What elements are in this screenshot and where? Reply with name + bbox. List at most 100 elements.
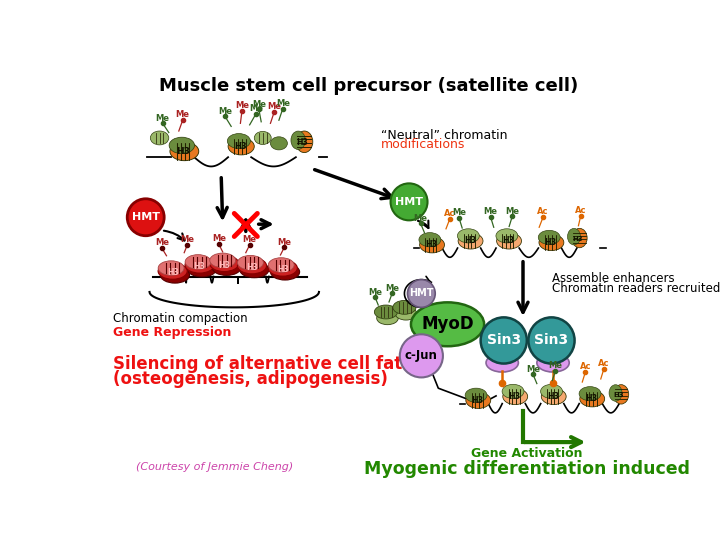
Text: Me: Me — [156, 113, 170, 123]
Text: Me: Me — [243, 235, 256, 244]
Ellipse shape — [296, 131, 312, 153]
Text: Ac: Ac — [537, 207, 549, 217]
Text: Me: Me — [252, 100, 266, 109]
Text: H3: H3 — [613, 392, 624, 398]
Ellipse shape — [187, 261, 217, 277]
Text: (osteogenesis, adipogenesis): (osteogenesis, adipogenesis) — [113, 370, 388, 388]
Text: H3: H3 — [547, 392, 559, 401]
Text: H3: H3 — [464, 237, 476, 246]
Text: H3: H3 — [472, 396, 484, 405]
Ellipse shape — [228, 133, 251, 148]
Ellipse shape — [420, 237, 444, 253]
Ellipse shape — [212, 259, 241, 275]
Text: HMT: HMT — [395, 197, 423, 207]
Text: HMT: HMT — [409, 288, 433, 299]
Text: H3: H3 — [176, 147, 191, 156]
Ellipse shape — [169, 137, 194, 153]
Ellipse shape — [457, 229, 480, 243]
Text: Me: Me — [155, 238, 169, 247]
Text: Assemble enhancers: Assemble enhancers — [552, 272, 675, 285]
Ellipse shape — [150, 131, 168, 145]
Ellipse shape — [238, 255, 264, 270]
Text: Ac: Ac — [580, 362, 591, 372]
Ellipse shape — [613, 384, 629, 404]
Ellipse shape — [271, 137, 287, 150]
Circle shape — [408, 280, 435, 307]
Text: Myogenic differentiation induced: Myogenic differentiation induced — [364, 460, 690, 478]
Text: Me: Me — [484, 207, 498, 217]
Ellipse shape — [254, 131, 271, 145]
Text: c-Jun: c-Jun — [405, 349, 438, 362]
Circle shape — [528, 318, 575, 363]
Text: H3: H3 — [296, 138, 308, 147]
Ellipse shape — [185, 255, 211, 269]
Text: Gene Repression: Gene Repression — [113, 326, 232, 339]
Text: H3: H3 — [277, 265, 289, 274]
Text: Me: Me — [218, 106, 232, 116]
Ellipse shape — [238, 258, 266, 274]
Text: Chromatin compaction: Chromatin compaction — [113, 313, 248, 326]
Text: H3: H3 — [246, 263, 258, 272]
Ellipse shape — [158, 261, 184, 275]
Text: Me: Me — [505, 207, 519, 215]
Ellipse shape — [170, 142, 199, 161]
Text: Me: Me — [368, 288, 382, 296]
Text: H3: H3 — [167, 268, 179, 277]
Text: Ac: Ac — [444, 209, 456, 218]
Text: Me: Me — [235, 101, 249, 110]
Text: H3: H3 — [234, 142, 247, 151]
Text: Me: Me — [249, 104, 263, 113]
Text: H3: H3 — [194, 262, 205, 271]
Ellipse shape — [377, 312, 398, 325]
Ellipse shape — [486, 354, 518, 372]
Ellipse shape — [271, 264, 300, 280]
Circle shape — [481, 318, 527, 363]
Circle shape — [390, 184, 428, 220]
Text: H3: H3 — [503, 237, 514, 246]
Text: Me: Me — [176, 111, 189, 119]
Text: MyoD: MyoD — [421, 315, 474, 333]
Ellipse shape — [537, 354, 570, 372]
Text: Gene Activation: Gene Activation — [471, 447, 582, 460]
Text: H3: H3 — [544, 238, 557, 247]
Text: Chromatin readers recruited: Chromatin readers recruited — [552, 281, 720, 295]
Circle shape — [127, 199, 164, 236]
Ellipse shape — [502, 384, 524, 399]
Text: H3: H3 — [218, 260, 230, 269]
Text: Ac: Ac — [575, 206, 587, 215]
Ellipse shape — [580, 391, 605, 407]
Text: Me: Me — [276, 99, 289, 108]
Text: Ac: Ac — [598, 359, 610, 368]
Text: Me: Me — [212, 234, 226, 244]
Ellipse shape — [269, 258, 294, 272]
Ellipse shape — [395, 307, 417, 320]
Ellipse shape — [503, 388, 528, 404]
Text: Me: Me — [549, 361, 562, 370]
Ellipse shape — [579, 387, 601, 401]
Text: “Neutral” chromatin: “Neutral” chromatin — [381, 129, 511, 142]
Text: H3: H3 — [426, 240, 437, 249]
Text: H3: H3 — [585, 394, 598, 403]
Text: Me: Me — [413, 214, 428, 222]
Text: Me: Me — [526, 364, 540, 374]
Text: Sin3: Sin3 — [534, 334, 569, 347]
Ellipse shape — [411, 302, 484, 346]
Text: Me: Me — [385, 284, 399, 293]
Text: Sin3: Sin3 — [487, 334, 521, 347]
Ellipse shape — [539, 231, 560, 245]
Ellipse shape — [158, 263, 187, 279]
Text: modifications: modifications — [381, 138, 465, 151]
Ellipse shape — [210, 253, 235, 268]
Text: Me: Me — [277, 238, 292, 247]
Ellipse shape — [291, 131, 305, 150]
Ellipse shape — [572, 228, 587, 248]
Text: H3: H3 — [508, 392, 521, 401]
Ellipse shape — [458, 233, 483, 249]
Ellipse shape — [374, 305, 397, 319]
Ellipse shape — [541, 388, 566, 404]
Ellipse shape — [210, 255, 239, 272]
Ellipse shape — [466, 393, 491, 408]
Text: (Courtesy of Jemmie Cheng): (Courtesy of Jemmie Cheng) — [136, 462, 294, 472]
Ellipse shape — [497, 233, 521, 249]
Ellipse shape — [541, 384, 562, 399]
